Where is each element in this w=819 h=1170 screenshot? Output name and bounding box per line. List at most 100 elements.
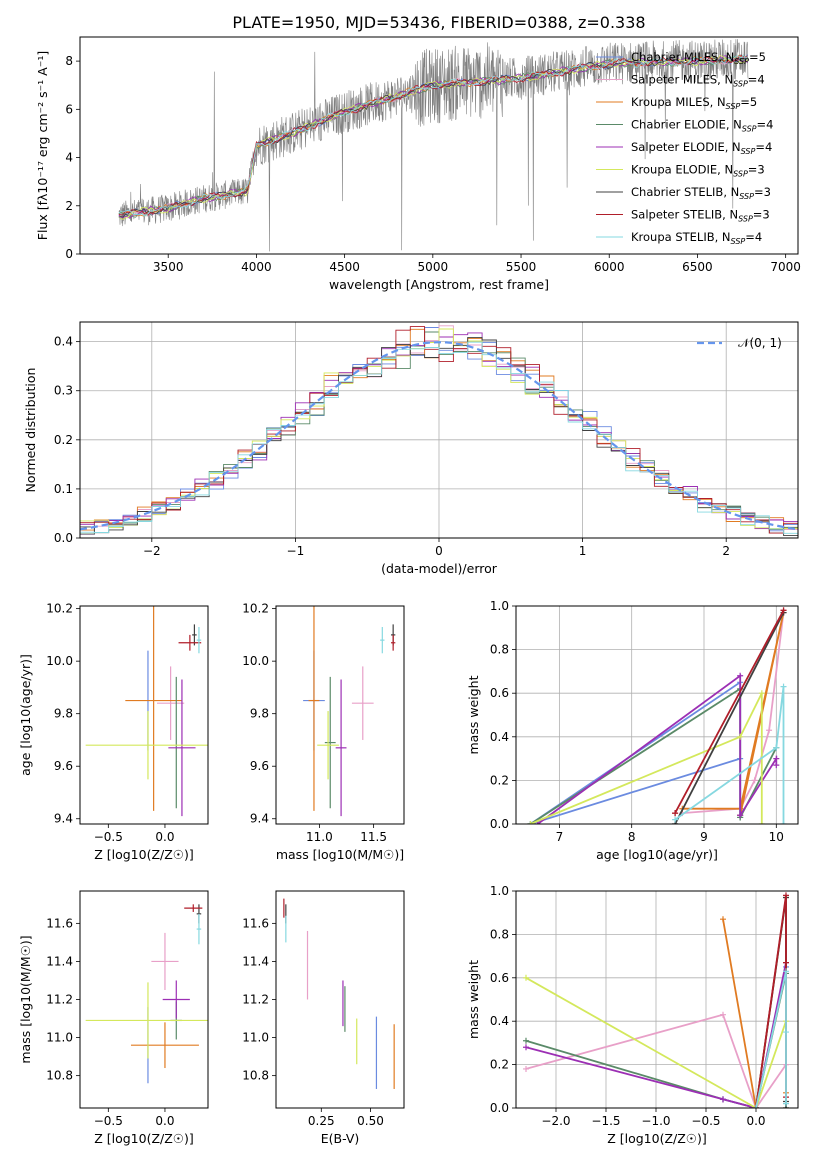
legend-entry-count: =5 — [740, 95, 757, 109]
x-tick-label: 5000 — [418, 260, 449, 274]
y-tick-label: 0.2 — [490, 773, 509, 787]
x-tick-label: −1 — [287, 544, 305, 558]
x-tick-label: 3500 — [153, 260, 184, 274]
y-tick-label: 9.4 — [250, 812, 269, 826]
legend-entry-text: Chabrier STELIB, N — [631, 185, 739, 199]
y-tick-label: 0.0 — [54, 531, 73, 545]
x-tick-label: 5500 — [506, 260, 537, 274]
y-tick-label: 0.0 — [490, 817, 509, 831]
legend-entry-sub: SSP — [738, 215, 753, 224]
mass-weight-marker — [758, 821, 765, 824]
mass-weight-marker — [783, 1100, 789, 1107]
legend-entry-sub: SSP — [731, 237, 746, 246]
mass-weight-marker — [773, 755, 780, 762]
panel-age_vs_mass: 11.0 11.5 9.4 9.6 9.8 10.0 10.2 mass [log10(M/M… — [242, 602, 405, 862]
figure-title: PLATE=1950, MJD=53436, FIBERID=0388, z=0… — [232, 13, 645, 32]
y-tick-label: 10.8 — [46, 1069, 73, 1083]
legend-entry-count: =4 — [757, 118, 774, 132]
y-axis-label: mass weight — [466, 675, 481, 754]
y-tick-label: 9.8 — [54, 707, 73, 721]
legend-entry-count: =3 — [753, 208, 770, 222]
mass-weight-marker — [773, 762, 780, 769]
axes-frame — [275, 890, 405, 1109]
legend-entry-text: Salpeter STELIB, N — [631, 208, 738, 222]
mass-weight-marker — [737, 672, 744, 679]
x-tick-label: −1.0 — [641, 1114, 670, 1128]
legend-entry-sub: SSP — [734, 57, 749, 66]
y-tick-label: 10.2 — [242, 602, 269, 616]
y-tick-label: 8 — [65, 54, 73, 68]
x-tick-label: 1 — [579, 544, 587, 558]
x-tick-label: −2 — [143, 544, 161, 558]
plot-area-spectrum — [118, 39, 749, 252]
legend-entry-count: =3 — [748, 163, 765, 177]
mass-weight-marker — [773, 744, 780, 751]
y-axis-label: mass [log10(M/M☉)] — [18, 935, 33, 1063]
mass-weight-line — [674, 612, 785, 824]
x-tick-label: 0.0 — [155, 830, 174, 844]
y-axis-label: age [log10(age/yr)] — [18, 654, 33, 776]
mass-weight-marker — [672, 816, 679, 823]
mass-weight-line — [755, 895, 787, 1108]
y-tick-label: 9.6 — [250, 759, 269, 773]
y-tick-label: 0.4 — [490, 1014, 509, 1028]
legend-entry: Kroupa ELODIE, NSSP=3 — [631, 163, 765, 179]
x-axis-label: Z [log10(Z/Z☉)] — [94, 1131, 194, 1146]
y-tick-label: 0.4 — [54, 335, 73, 349]
y-tick-label: 9.4 — [54, 812, 73, 826]
legend-entry-count: =4 — [748, 73, 765, 87]
mass-weight-marker — [720, 1011, 726, 1018]
y-tick-label: 0.0 — [490, 1101, 509, 1115]
mass-weight-marker — [758, 690, 765, 697]
legend-entry-sub: SSP — [739, 192, 754, 201]
panel-mass_weight_vs_age: 7 8 9 10 0.0 0.2 0.4 0.6 0.8 1.0 age [log10(age/yr… — [466, 599, 799, 862]
legend-entry-count: =5 — [749, 50, 766, 64]
panel-mass_weight_vs_Z: −2.0 −1.5 −1.0 −0.5 0.0 0.0 0.2 0.4 0.6 0.8 1.0 Z [… — [466, 884, 799, 1146]
axes-frame — [79, 36, 799, 255]
x-tick-label: −0.5 — [691, 1114, 720, 1128]
plot-area-residuals — [80, 325, 798, 537]
axes-frame — [79, 321, 799, 539]
normal-legend-label: 𝒩(0, 1) — [738, 336, 782, 350]
x-tick-label: 0.0 — [155, 1114, 174, 1128]
y-tick-label: 2 — [65, 199, 73, 213]
legend-entry-count: =3 — [754, 185, 771, 199]
y-tick-label: 0.2 — [54, 433, 73, 447]
spectrum-model-line — [118, 55, 748, 216]
y-tick-label: 11.2 — [242, 993, 269, 1007]
plot-area-mass_weight_vs_age — [527, 607, 787, 824]
legend-entry-count: =4 — [745, 230, 762, 244]
panel-spectrum: 3500 4000 4500 5000 5500 6000 6500 7000 0 2 4 6 8 wav… — [35, 36, 801, 292]
legend-entry-sub: SSP — [741, 147, 756, 156]
legend-entry: Salpeter ELODIE, NSSP=4 — [631, 140, 772, 156]
legend-entry-text: Chabrier ELODIE, N — [631, 118, 742, 132]
x-axis-label: Z [log10(Z/Z☉)] — [607, 1131, 707, 1146]
x-tick-label: −0.5 — [94, 830, 123, 844]
legend-entry-sub: SSP — [726, 102, 741, 111]
mass-weight-line — [525, 1013, 787, 1108]
plot-area-mass_weight_vs_Z — [523, 892, 789, 1108]
axes-frame — [515, 605, 799, 825]
mass-weight-line — [525, 962, 787, 1108]
y-tick-label: 11.6 — [242, 916, 269, 930]
x-tick-label: 7000 — [770, 260, 801, 274]
y-tick-label: 0.3 — [54, 384, 73, 398]
y-tick-label: 1.0 — [490, 884, 509, 898]
mass-weight-marker — [783, 968, 789, 975]
panel-residuals: −2 −1 0 1 2 0.0 0.1 0.2 0.3 0.4 (data-model)/error… — [23, 321, 799, 576]
legend-entry: Chabrier ELODIE, NSSP=4 — [631, 118, 773, 134]
x-axis-label: mass [log10(M/M☉)] — [276, 847, 404, 862]
axes-frame — [79, 605, 209, 825]
mass-weight-marker — [534, 821, 541, 824]
mass-weight-line — [722, 966, 787, 1108]
legend-entry: Salpeter STELIB, NSSP=3 — [631, 208, 770, 224]
mass-weight-marker — [720, 1096, 726, 1103]
panel-age_vs_Z: −0.5 0.0 9.4 9.6 9.8 10.0 10.2 Z [log10(Z/Z☉)] a… — [18, 602, 209, 862]
mass-weight-marker — [783, 892, 789, 899]
plot-area-age_vs_mass — [303, 606, 396, 817]
x-tick-label: −1.5 — [591, 1114, 620, 1128]
x-axis-label: E(B-V) — [321, 1131, 360, 1146]
legend-entry: Salpeter MILES, NSSP=4 — [631, 73, 765, 89]
